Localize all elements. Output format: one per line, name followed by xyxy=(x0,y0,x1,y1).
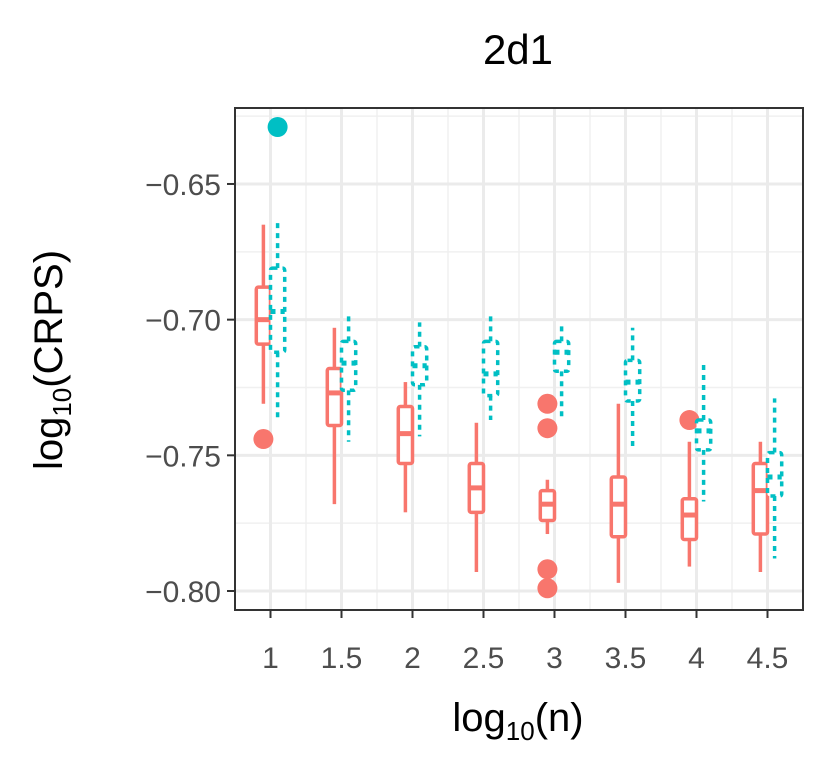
y-axis-title-base: log xyxy=(27,417,71,470)
chart-title: 2d1 xyxy=(483,26,553,73)
outlier-point xyxy=(267,116,288,137)
x-axis-title-rest: (n) xyxy=(535,696,584,740)
x-axis-title-base: log xyxy=(452,696,505,740)
box xyxy=(680,496,699,542)
y-tick-label: −0.70 xyxy=(145,305,221,338)
minor-gridlines xyxy=(235,108,803,610)
boxplot xyxy=(765,398,784,559)
y-tick-label: −0.80 xyxy=(145,576,221,609)
panel-border xyxy=(234,107,804,611)
series-a xyxy=(253,224,770,599)
y-axis-title-subscript: 10 xyxy=(47,388,77,417)
boxplot xyxy=(467,422,486,573)
outlier-point xyxy=(537,578,558,599)
box xyxy=(254,285,273,346)
outlier-point xyxy=(537,418,558,439)
x-tick-label: 1.5 xyxy=(321,642,363,675)
y-tick-label: −0.75 xyxy=(145,440,221,473)
boxplot xyxy=(267,116,288,421)
box xyxy=(694,418,713,452)
boxplot xyxy=(325,327,344,505)
x-axis: 1 1.5 2 2.5 3 3.5 4 4.5 xyxy=(262,610,788,675)
boxplot xyxy=(481,311,500,421)
boxplot xyxy=(609,403,628,583)
boxplot xyxy=(623,327,642,450)
boxplots xyxy=(253,116,784,599)
boxplot xyxy=(410,322,429,437)
x-tick-label: 3 xyxy=(546,642,563,675)
boxplot xyxy=(552,325,571,421)
x-tick-label: 2.5 xyxy=(463,642,505,675)
series-b xyxy=(267,116,784,559)
x-tick-label: 3.5 xyxy=(605,642,647,675)
boxplot xyxy=(694,360,713,502)
x-tick-label: 2 xyxy=(404,642,421,675)
boxplot xyxy=(396,382,415,513)
x-axis-title: log10(n) xyxy=(452,696,583,746)
box xyxy=(481,339,500,398)
boxplot xyxy=(339,311,358,442)
y-axis-title-rest: (CRPS) xyxy=(27,250,71,388)
x-tick-label: 1 xyxy=(262,642,279,675)
x-axis-title-subscript: 10 xyxy=(506,716,535,746)
outlier-point xyxy=(537,559,558,580)
x-tick-label: 4.5 xyxy=(747,642,789,675)
outlier-point xyxy=(253,429,274,450)
y-axis-title: log10(CRPS) xyxy=(27,250,77,470)
y-tick-label: −0.65 xyxy=(145,169,221,202)
x-tick-label: 4 xyxy=(688,642,705,675)
box xyxy=(325,366,344,428)
box xyxy=(751,461,770,536)
box xyxy=(609,475,628,539)
outlier-point xyxy=(679,410,700,431)
outlier-point xyxy=(537,393,558,414)
box xyxy=(339,339,358,392)
y-axis: −0.80 −0.75 −0.70 −0.65 xyxy=(145,169,235,609)
box xyxy=(552,339,571,373)
boxplot xyxy=(537,393,558,599)
boxplot xyxy=(751,441,770,573)
box xyxy=(765,450,784,498)
boxplot xyxy=(679,410,700,567)
